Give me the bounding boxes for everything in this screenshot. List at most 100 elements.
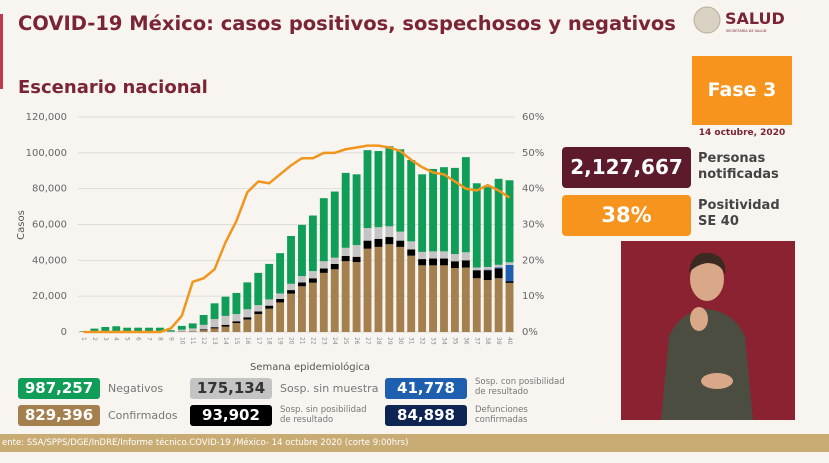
legend-value-negativos: 987,257 — [18, 378, 100, 399]
bar-negativos — [319, 198, 328, 262]
x-tick-label: 26 — [353, 337, 360, 345]
y-tick-label: 120,000 — [26, 112, 67, 123]
legend-value-sin-muestra: 175,134 — [190, 378, 272, 399]
y-tick-label: 100,000 — [26, 148, 67, 159]
bar-negativos — [276, 253, 285, 294]
bar-negativos — [298, 224, 306, 277]
report-date: 14 octubre, 2020 — [698, 128, 786, 138]
bar-confirmados — [210, 328, 219, 332]
bar-negativos — [221, 296, 230, 316]
bar-sosp_sin_posibilidad — [319, 268, 328, 273]
x-tick-label: 15 — [233, 337, 240, 345]
bar-negativos — [134, 327, 143, 332]
bar-confirmados — [221, 326, 230, 332]
bar-negativos — [341, 172, 350, 248]
bar-confirmados — [374, 246, 383, 332]
bar-confirmados — [461, 267, 470, 332]
label-line: Positividad — [698, 198, 780, 213]
bar-sosp_sin_muestra — [505, 262, 514, 265]
bar-confirmados — [254, 314, 263, 332]
bar-confirmados — [276, 302, 285, 332]
page-subtitle: Escenario nacional — [18, 77, 208, 98]
bar-negativos — [396, 149, 405, 232]
x-tick-label: 33 — [430, 337, 437, 345]
bar-negativos — [363, 150, 372, 229]
legend-value-defunciones: 84,898 — [385, 405, 467, 426]
phase-badge: Fase 3 — [692, 56, 792, 125]
logo-text: SALUD — [725, 9, 785, 28]
label-line: Defunciones — [475, 405, 528, 415]
x-tick-label: 28 — [375, 337, 382, 345]
bar-confirmados — [429, 265, 437, 332]
bar-sosp_sin_posibilidad — [210, 327, 219, 329]
bar-negativos — [123, 327, 132, 332]
salud-logo: SALUD SECRETARÍA DE SALUD — [693, 6, 785, 34]
y2-tick-label: 40% — [522, 184, 544, 195]
x-tick-label: 2 — [91, 337, 98, 341]
x-tick-label: 32 — [419, 337, 426, 345]
bar-negativos — [450, 167, 459, 255]
label-line: confirmadas — [475, 415, 528, 425]
bar-sosp_sin_muestra — [298, 276, 306, 283]
bar-confirmados — [265, 308, 274, 332]
y-tick-label: 20,000 — [32, 291, 67, 302]
x-tick-label: 24 — [331, 337, 338, 345]
bar-sosp_sin_posibilidad — [298, 282, 306, 287]
x-tick-label: 35 — [451, 337, 458, 345]
x-tick-label: 13 — [211, 337, 218, 345]
bar-sosp_sin_muestra — [330, 257, 339, 264]
bar-sosp_sin_posibilidad — [308, 278, 317, 283]
bar-sosp_sin_muestra — [319, 261, 328, 269]
bar-negativos — [505, 180, 514, 263]
bar-confirmados — [308, 282, 317, 332]
interpreter-face — [690, 257, 724, 301]
bar-sosp_sin_posibilidad — [221, 324, 230, 327]
y2-tick-label: 50% — [522, 148, 544, 159]
x-tick-label: 23 — [320, 337, 327, 345]
label-line: de resultado — [280, 415, 334, 425]
x-tick-label: 6 — [135, 337, 142, 341]
positivity-value: 38% — [562, 195, 691, 236]
x-tick-label: 3 — [102, 337, 109, 341]
bar-sosp_sin_muestra — [429, 251, 437, 259]
bar-sosp_sin_muestra — [418, 251, 427, 260]
bar-confirmados — [352, 262, 361, 332]
bar-negativos — [188, 323, 197, 329]
bar-confirmados — [199, 330, 208, 332]
bar-sosp_con_posibilidad — [483, 269, 492, 271]
legend-label-sin-posibilidad: Sosp. sin posibilidad de resultado — [280, 405, 367, 425]
bar-negativos — [145, 327, 153, 332]
bar-sosp_sin_muestra — [450, 254, 459, 262]
bar-negativos — [287, 235, 295, 284]
legend-value-sin-posibilidad: 93,902 — [190, 405, 272, 426]
bar-sosp_sin_muestra — [396, 231, 405, 241]
bar-sosp_sin_muestra — [287, 283, 295, 291]
x-tick-label: 1 — [80, 337, 87, 341]
bar-negativos — [199, 314, 208, 325]
bar-sosp_sin_posibilidad — [199, 329, 208, 331]
x-tick-label: 16 — [244, 337, 251, 345]
bar-confirmados — [298, 286, 306, 332]
x-tick-label: 12 — [200, 337, 207, 345]
cases-chart: 0 20,000 40,000 60,000 80,000 100,000 120,000 0… — [16, 112, 544, 373]
label-line: SE 40 — [698, 214, 739, 229]
label-line: Sosp. con posibilidad — [475, 377, 565, 387]
bar-sosp_sin_posibilidad — [450, 261, 459, 269]
bar-confirmados — [483, 280, 492, 332]
page-title: COVID-19 México: casos positivos, sospec… — [18, 12, 676, 35]
bar-sosp_sin_muestra — [461, 252, 470, 261]
bar-sosp_sin_muestra — [210, 319, 219, 328]
label-line: Sosp. sin posibilidad — [280, 405, 367, 415]
bar-sosp_sin_muestra — [407, 241, 416, 250]
bar-negativos — [210, 303, 219, 320]
bar-negativos — [374, 151, 383, 228]
x-axis-label: Semana epidemiológica — [250, 361, 370, 373]
x-tick-label: 17 — [255, 337, 262, 345]
bar-sosp_sin_muestra — [232, 314, 241, 322]
bar-sosp_sin_muestra — [494, 264, 503, 268]
bar-sosp_sin_posibilidad — [276, 298, 285, 303]
bar-sosp_sin_posibilidad — [505, 281, 514, 283]
label-line: de resultado — [475, 387, 529, 397]
bar-confirmados — [407, 255, 416, 332]
bar-negativos — [352, 174, 361, 246]
